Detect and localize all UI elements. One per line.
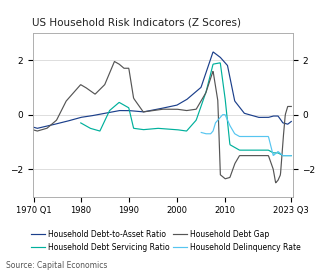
Legend: Household Debt-to-Asset Ratio, Household Debt Servicing Ratio, Household Debt Ga: Household Debt-to-Asset Ratio, Household… xyxy=(31,230,301,252)
Household Debt-to-Asset Ratio xyxy=(181,100,185,103)
Text: US Household Risk Indicators (Z Scores): US Household Risk Indicators (Z Scores) xyxy=(32,18,241,28)
Household Delinquency Rate xyxy=(281,154,285,157)
Household Debt-to-Asset Ratio xyxy=(47,124,51,127)
Household Debt Gap xyxy=(274,181,278,185)
Household Debt Gap xyxy=(289,105,293,108)
Household Delinquency Rate xyxy=(231,129,235,132)
Household Debt Servicing Ratio xyxy=(79,121,83,124)
Household Debt Servicing Ratio xyxy=(266,149,270,152)
Household Debt Servicing Ratio xyxy=(122,103,126,107)
Line: Household Debt-to-Asset Ratio: Household Debt-to-Asset Ratio xyxy=(32,52,291,128)
Household Debt Gap xyxy=(181,108,185,112)
Household Debt Gap xyxy=(188,108,192,112)
Household Delinquency Rate xyxy=(259,135,263,138)
Household Debt-to-Asset Ratio xyxy=(211,51,215,54)
Household Debt-to-Asset Ratio xyxy=(196,88,200,92)
Household Debt Servicing Ratio xyxy=(289,154,293,157)
Household Debt Servicing Ratio xyxy=(145,128,149,131)
Household Debt Gap xyxy=(227,176,231,179)
Text: Source: Capital Economics: Source: Capital Economics xyxy=(6,261,108,270)
Household Delinquency Rate xyxy=(289,154,293,157)
Household Debt Gap xyxy=(31,128,34,131)
Household Debt Servicing Ratio xyxy=(93,128,97,131)
Household Debt Servicing Ratio xyxy=(281,154,285,157)
Household Debt Servicing Ratio xyxy=(90,127,94,130)
Household Delinquency Rate xyxy=(199,131,203,134)
Household Debt-to-Asset Ratio xyxy=(31,125,34,129)
Household Debt-to-Asset Ratio xyxy=(227,73,231,77)
Household Debt Gap xyxy=(46,126,50,129)
Household Debt-to-Asset Ratio xyxy=(254,115,258,118)
Household Debt Servicing Ratio xyxy=(116,102,120,105)
Household Delinquency Rate xyxy=(281,154,285,157)
Household Delinquency Rate xyxy=(268,141,272,144)
Household Debt Gap xyxy=(196,105,200,108)
Household Debt Gap xyxy=(254,154,258,157)
Line: Household Delinquency Rate: Household Delinquency Rate xyxy=(201,115,291,156)
Line: Household Debt Servicing Ratio: Household Debt Servicing Ratio xyxy=(81,63,291,156)
Household Debt-to-Asset Ratio xyxy=(35,127,39,130)
Household Delinquency Rate xyxy=(208,132,212,135)
Household Delinquency Rate xyxy=(221,113,225,116)
Household Debt-to-Asset Ratio xyxy=(188,95,192,99)
Household Debt Servicing Ratio xyxy=(218,61,222,64)
Household Delinquency Rate xyxy=(230,128,234,131)
Line: Household Debt Gap: Household Debt Gap xyxy=(32,61,291,183)
Household Debt Gap xyxy=(112,60,116,63)
Household Debt-to-Asset Ratio xyxy=(289,120,293,123)
